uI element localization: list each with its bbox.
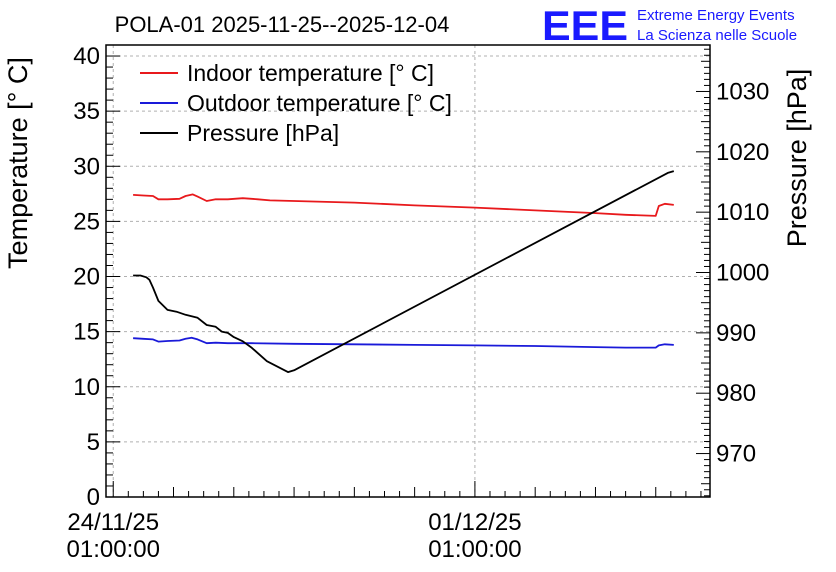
y-axis-left-label: Temperature [° C] — [3, 57, 33, 269]
series-line-2 — [133, 170, 675, 374]
y-right-tick-label: 1020 — [716, 139, 769, 166]
y-right-tick-label: 1030 — [716, 78, 769, 105]
x-tick-label-time: 01:00:00 — [67, 536, 160, 563]
y-left-tick-label: 20 — [73, 264, 100, 291]
chart-title: POLA-01 2025-11-25--2025-12-04 — [115, 12, 450, 37]
series-line-0 — [133, 193, 674, 217]
y-right-tick-label: 1010 — [716, 199, 769, 226]
plot-frame — [105, 44, 711, 498]
logo-line-2: La Scienza nelle Scuole — [637, 27, 797, 44]
y-right-tick-label: 980 — [716, 380, 756, 407]
legend-label-1: Outdoor temperature [° C] — [187, 90, 452, 116]
y-left-tick-label: 5 — [87, 429, 100, 456]
y-left-tick-label: 10 — [73, 374, 100, 401]
plot-series — [133, 170, 675, 374]
legend: Indoor temperature [° C] Outdoor temperat… — [140, 60, 452, 146]
series-line-1 — [133, 336, 674, 349]
y-axis-right-label: Pressure [hPa] — [782, 69, 812, 248]
y-right-tick-label: 1000 — [716, 260, 769, 287]
x-tick-label-time: 01:00:00 — [428, 536, 521, 563]
y-left-tick-label: 30 — [73, 153, 100, 180]
y-left-tick-label: 40 — [73, 43, 100, 70]
legend-label-2: Pressure [hPa] — [187, 120, 339, 146]
legend-label-0: Indoor temperature [° C] — [187, 60, 434, 86]
x-tick-label-date: 01/12/25 — [428, 509, 521, 536]
logo-line-1: Extreme Energy Events — [637, 7, 795, 24]
y-left-tick-label: 35 — [73, 98, 100, 125]
axes: 0 5 10 15 20 25 30 35 40 970 980 990 1000 1010 1020 103… — [67, 43, 770, 563]
logo-mark: EEE — [542, 2, 628, 49]
y-left-tick-label: 0 — [87, 484, 100, 511]
eee-logo: EEE Extreme Energy Events La Scienza nel… — [542, 2, 797, 49]
y-left-tick-label: 15 — [73, 319, 100, 346]
y-right-tick-label: 990 — [716, 320, 756, 347]
y-left-tick-label: 25 — [73, 208, 100, 235]
x-tick-label-date: 24/11/25 — [67, 509, 159, 536]
grid — [106, 45, 710, 497]
y-right-tick-label: 970 — [716, 441, 756, 468]
